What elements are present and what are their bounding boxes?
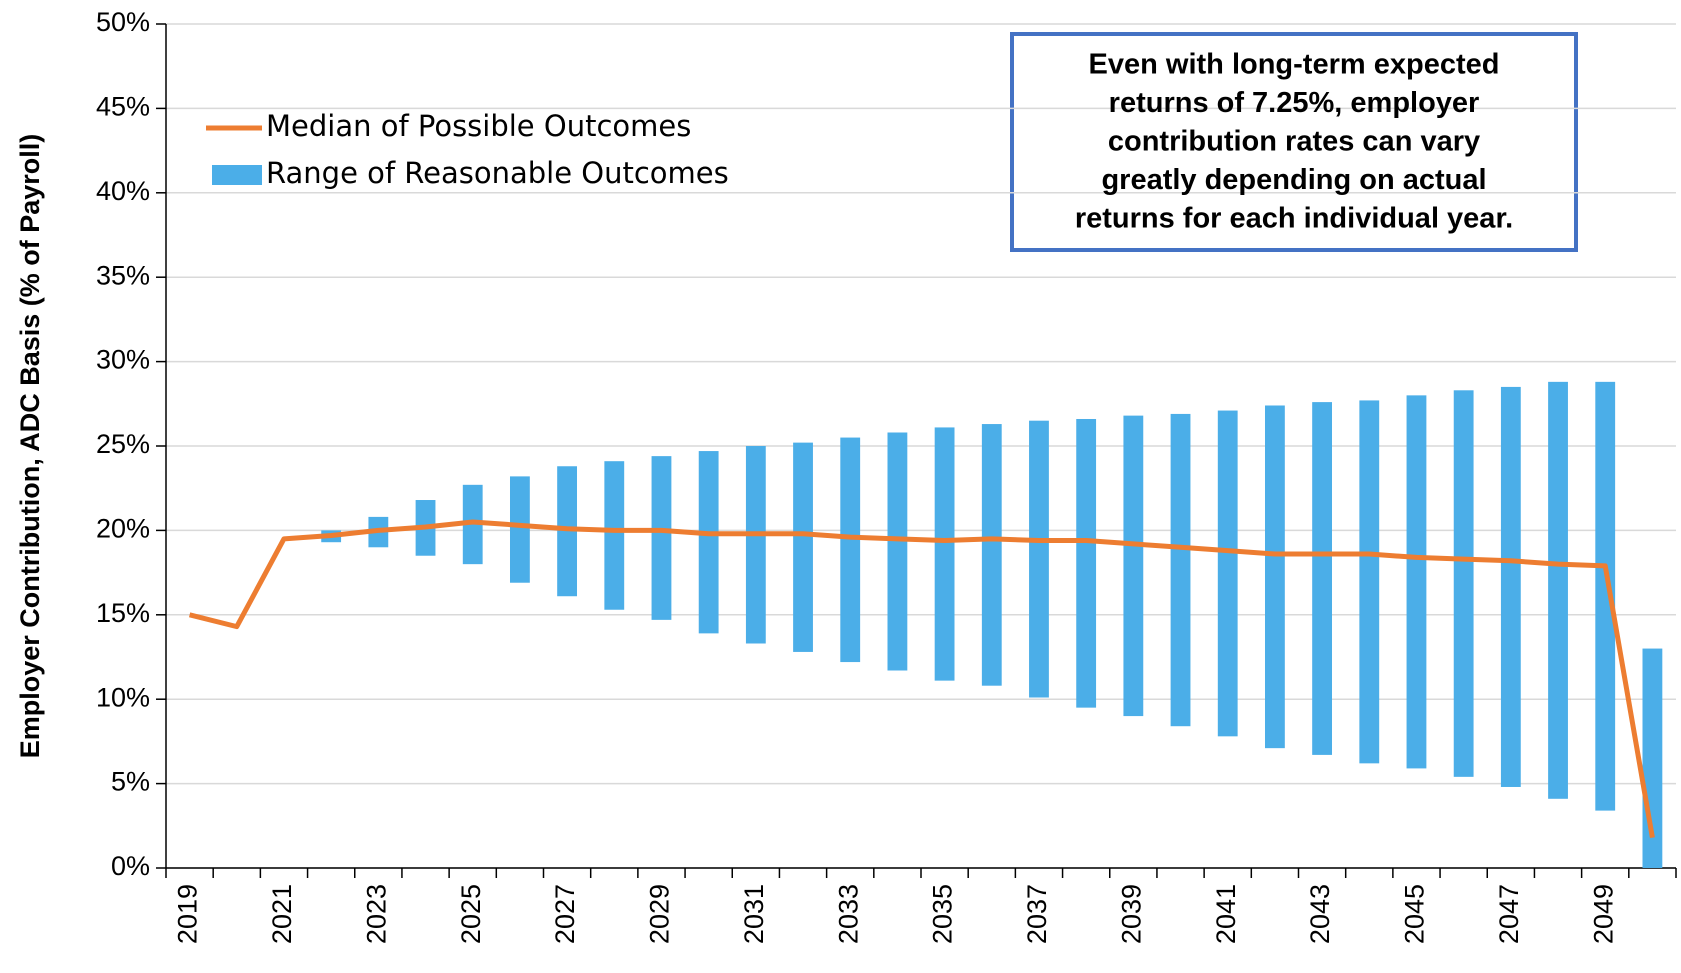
range-bar [1123,415,1144,717]
x-tick-label: 2047 [1494,884,1524,944]
annotation-line: contribution rates can vary [1108,126,1480,158]
y-axis-title: Employer Contribution, ADC Basis (% of P… [15,134,45,759]
annotation-line: returns of 7.25%, employer [1109,87,1480,119]
annotation-box [1010,32,1578,252]
range-bar [840,437,861,663]
x-tick-label: 2025 [456,884,486,944]
range-bar [1170,413,1191,727]
range-bar [1548,381,1568,799]
y-tick-label: 15% [96,598,150,628]
range-bar [1264,405,1285,749]
range-bar [698,451,719,634]
y-tick-label: 30% [96,345,150,375]
x-tick-label: 2039 [1116,884,1146,944]
range-bar [1500,386,1521,787]
range-bar [1312,402,1333,755]
range-bar [934,427,955,681]
x-tick-label: 2041 [1211,884,1241,944]
range-bar [1217,410,1238,737]
x-tick-label: 2023 [361,884,391,944]
x-tick-label: 2043 [1305,884,1335,944]
y-tick-label: 10% [96,682,150,712]
y-tick-label: 40% [96,176,150,206]
legend-swatch [212,165,262,185]
x-tick-label: 2029 [645,884,675,944]
range-bar [1359,400,1380,764]
x-tick-label: 2021 [267,884,297,944]
range-bar [745,446,766,644]
range-bar [1076,418,1097,708]
range-bar [1029,420,1049,698]
y-tick-label: 5% [111,767,150,797]
range-bar [1406,395,1427,769]
range-bar [1453,390,1474,777]
x-tick-label: 2027 [550,884,580,944]
annotation-line: returns for each individual year. [1075,203,1513,235]
range-bar [604,461,625,610]
x-tick-label: 2033 [833,884,863,944]
y-tick-label: 50% [96,7,150,37]
x-tick-label: 2049 [1588,884,1618,944]
median-line [188,519,1655,839]
y-tick-label: 45% [96,92,150,122]
annotation-line: Even with long-term expected [1089,49,1500,81]
range-bar [793,442,813,652]
x-tick-label: 2037 [1022,884,1052,944]
range-bar [981,424,1002,686]
x-tick-label: 2045 [1400,884,1430,944]
legend-label: Median of Possible Outcomes [266,109,691,143]
x-tick-label: 2031 [739,884,769,944]
annotation-line: greatly depending on actual [1101,164,1486,196]
range-bar [1595,381,1616,811]
range-bar [557,466,578,597]
range-bar [887,432,908,671]
range-bar [509,476,530,583]
x-tick-label: 2035 [928,884,958,944]
range-bar [651,456,672,620]
y-tick-label: 35% [96,260,150,290]
x-tick-label: 2019 [173,884,203,944]
y-tick-label: 25% [96,429,150,459]
y-tick-label: 0% [111,851,150,881]
legend-label: Range of Reasonable Outcomes [266,156,729,190]
range-bar [462,484,483,565]
y-tick-label: 20% [96,514,150,544]
